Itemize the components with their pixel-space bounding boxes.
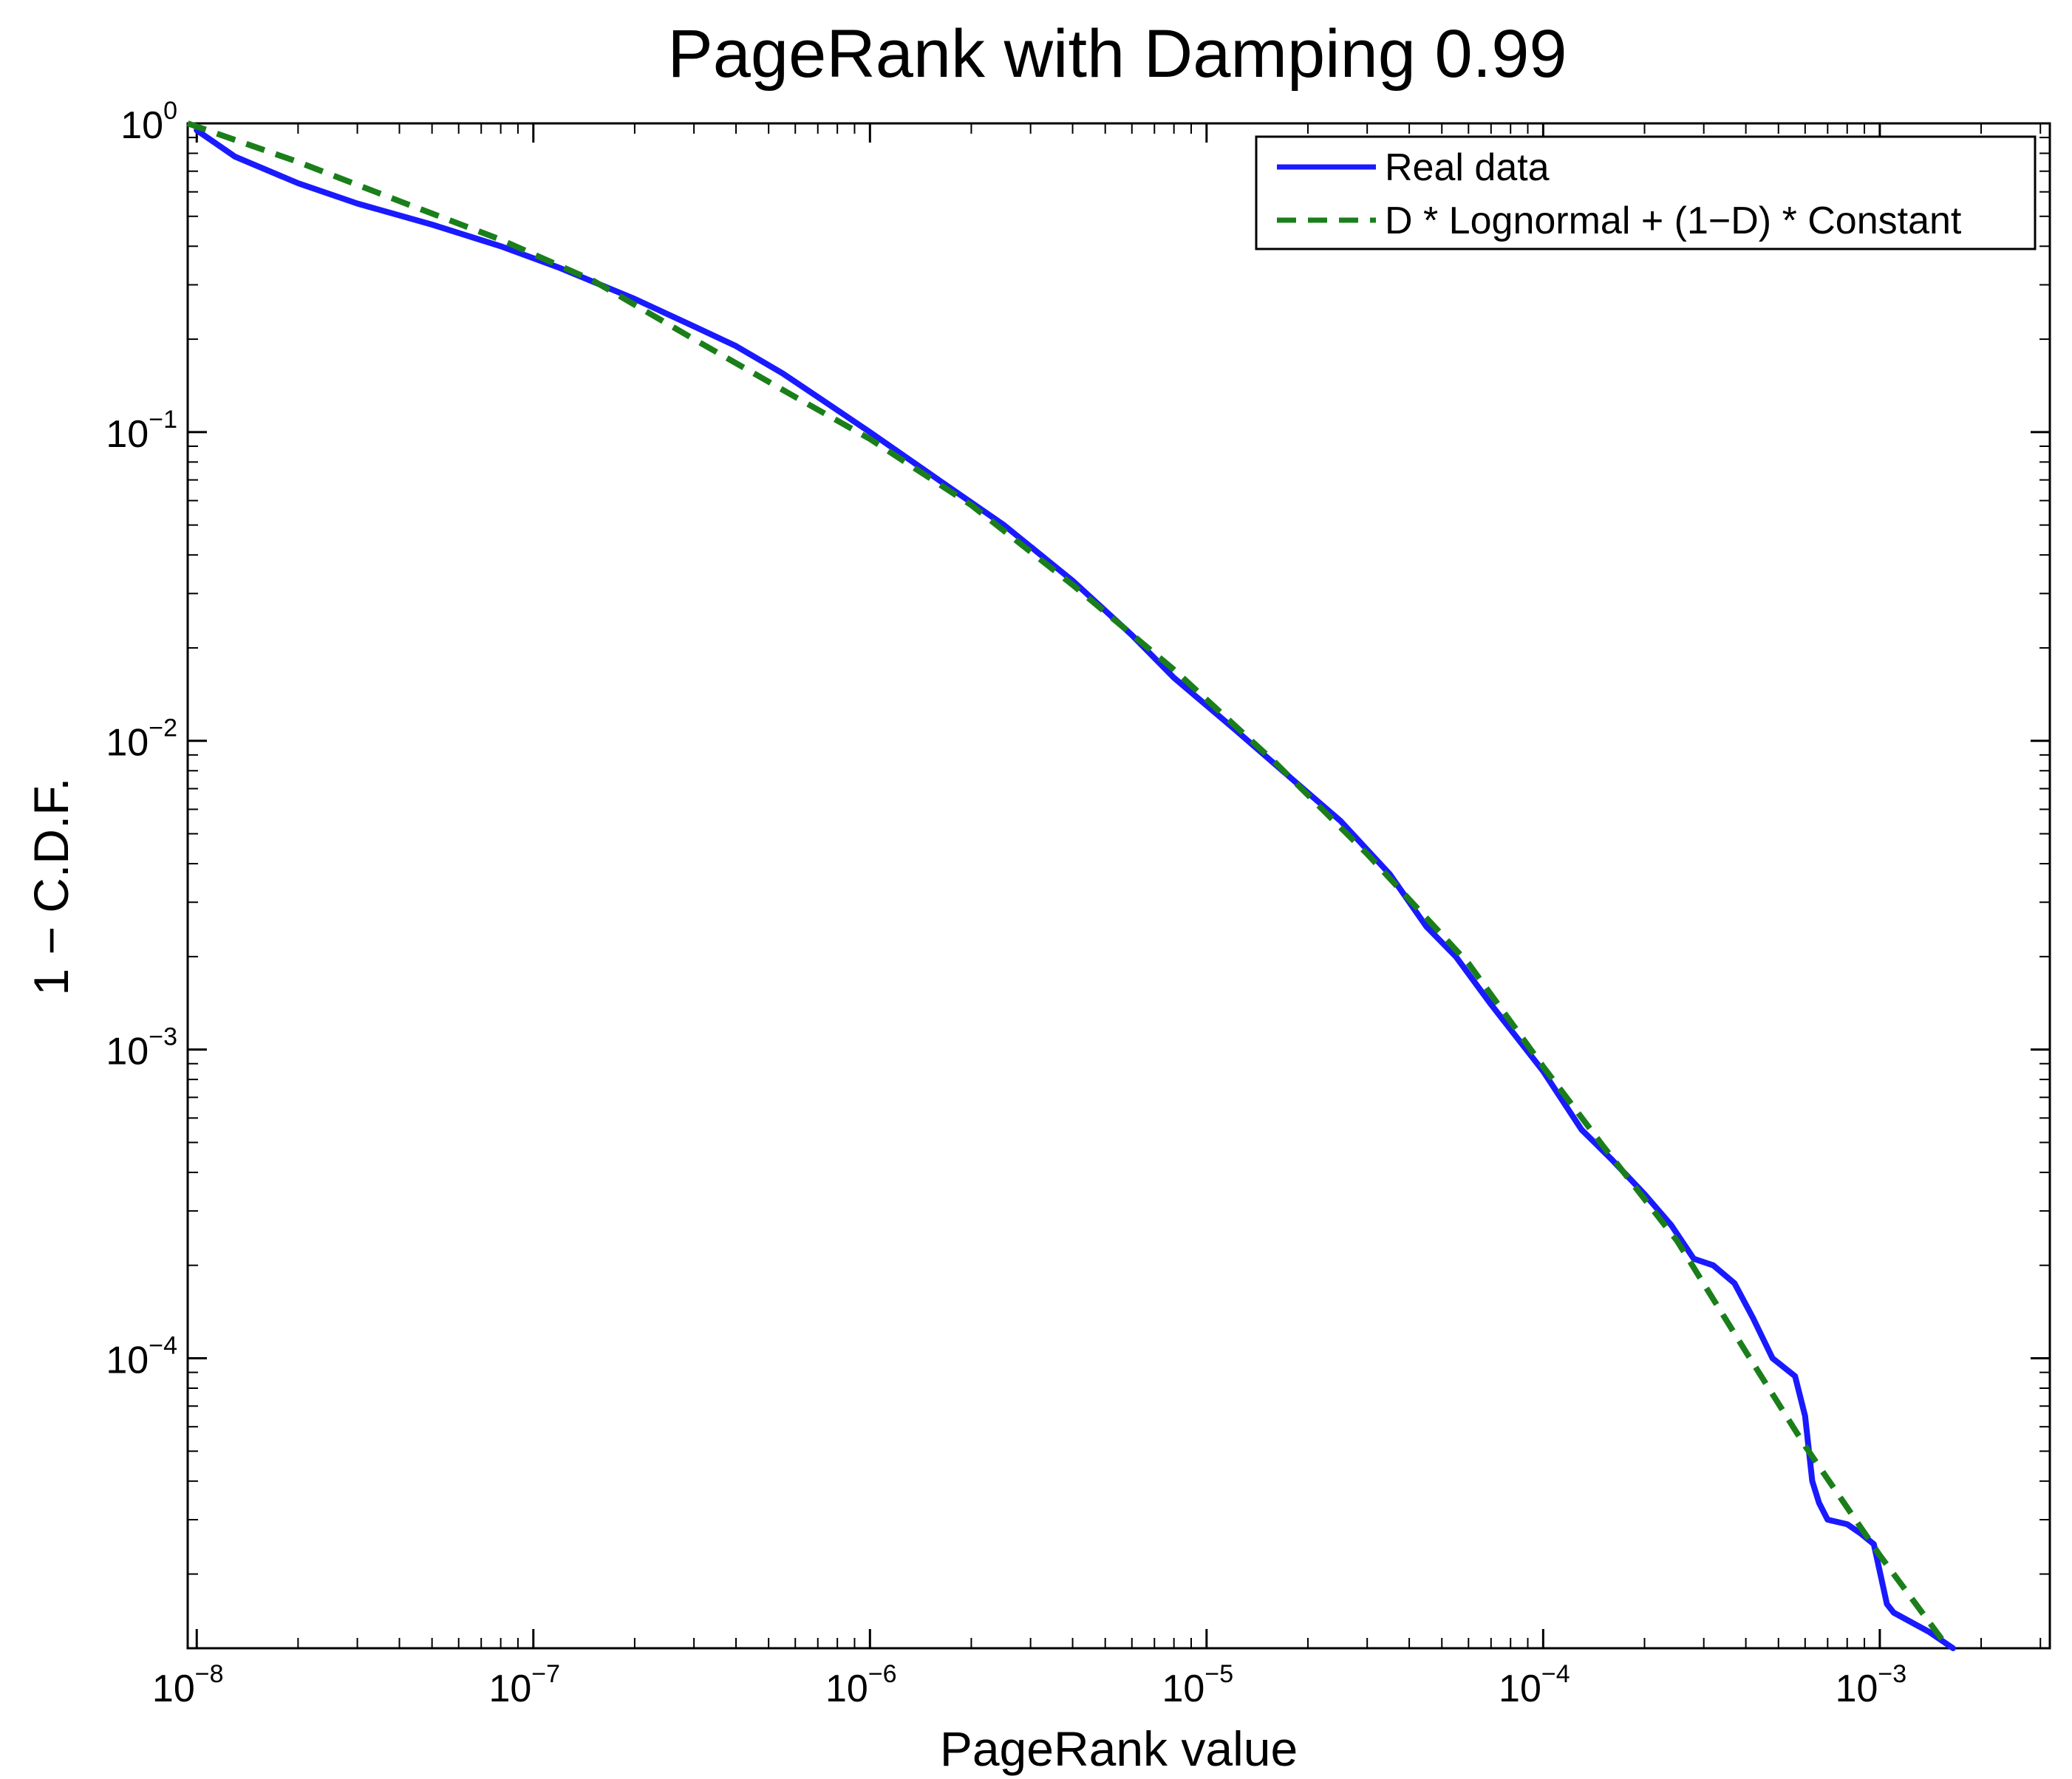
y-axis-label: 1 − C.D.F. [24,777,78,995]
x-axis-ticks: 10−8 10−7 10−6 10−5 10−4 10−3 [152,123,1906,1710]
y-axis-ticks: 100 10−1 10−2 10−3 10−4 [106,97,2050,1382]
y-tick-label: 100 [120,97,177,147]
series-line-real-data [194,127,1956,1651]
y-tick-label: 10−3 [106,1023,177,1073]
legend-label-fit: D * Lognormal + (1−D) * Constant [1385,199,1962,242]
x-tick-label: 10−8 [152,1660,224,1710]
x-tick-label: 10−6 [825,1660,897,1710]
x-tick-label: 10−3 [1836,1660,1907,1710]
legend-label-real-data: Real data [1385,146,1550,189]
series-layer [186,120,1956,1651]
y-tick-label: 10−4 [106,1331,177,1382]
y-tick-label: 10−1 [106,406,177,456]
x-tick-label: 10−7 [488,1660,560,1710]
plot-frame [186,122,2051,1650]
minor-ticks [188,123,2050,1648]
plot-area: 10−8 10−7 10−6 10−5 10−4 10−3 100 10−1 10−2 10−3… [106,97,2051,1710]
y-tick-label: 10−2 [106,714,177,765]
x-axis-label: PageRank value [940,1721,1298,1776]
legend: Real data D * Lognormal + (1−D) * Consta… [1255,135,2037,250]
x-tick-label: 10−4 [1499,1660,1570,1710]
chart-title: PageRank with Damping 0.99 [667,16,1567,92]
x-tick-label: 10−5 [1162,1660,1234,1710]
series-line-fit [186,120,1952,1650]
legend-box [1255,135,2037,250]
